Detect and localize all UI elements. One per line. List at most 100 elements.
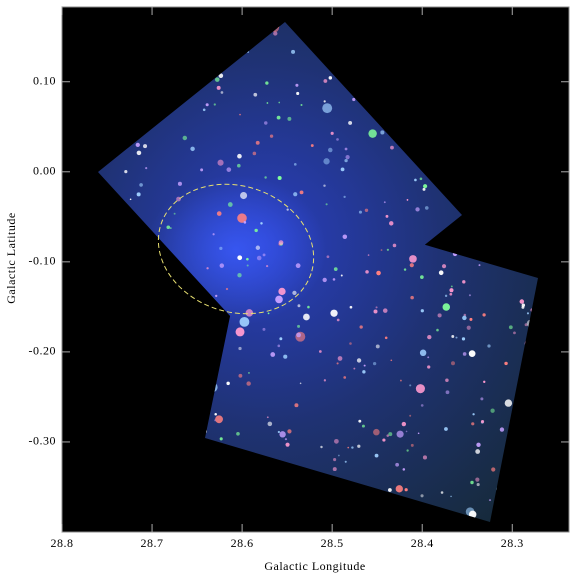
star [520,299,525,304]
star [226,288,228,290]
star [427,335,431,339]
star [220,437,223,440]
star [376,344,380,348]
star [423,455,427,459]
star [490,409,494,413]
star [226,382,229,385]
star [213,233,215,235]
star [376,306,378,308]
star [347,447,349,449]
star [228,202,233,207]
star [451,285,453,287]
star [237,164,241,168]
star [442,264,446,268]
star [423,188,426,191]
star [260,222,262,224]
star [296,92,299,95]
star [405,488,408,491]
star [341,167,345,171]
star [268,312,270,314]
star [323,79,327,83]
star [397,431,404,438]
star [352,98,355,101]
star [298,304,301,307]
star [296,263,301,268]
star [218,160,224,166]
star [343,196,345,198]
star [368,129,376,137]
star [362,370,365,373]
star [293,192,297,196]
star [380,130,384,134]
page: {"chart_data": {"type": "image", "x_labe… [0,0,576,578]
star [248,372,250,374]
star [469,350,476,357]
star [409,255,417,263]
star [351,446,353,448]
star [322,103,332,113]
star [294,403,298,407]
star [438,313,442,317]
star [344,159,347,162]
star [402,422,406,426]
star [237,255,242,260]
star [295,332,305,342]
star [414,179,417,182]
star [423,184,427,188]
star [449,293,452,296]
y-tick-label: -0.20 [29,344,57,358]
star [137,151,142,156]
star [279,337,282,340]
star [456,337,458,339]
star [436,329,439,332]
chart: Galactic Longitude Galactic Latitude 28.… [0,0,576,573]
star [409,384,411,386]
star [475,478,479,482]
star [383,308,388,313]
star [278,288,285,295]
star [443,303,451,311]
star [137,192,141,196]
star [469,294,471,296]
star [333,467,337,471]
star [264,121,267,124]
star [246,309,253,316]
star [220,263,224,267]
star [404,268,406,270]
star [246,258,249,261]
star [373,309,377,313]
star [439,270,444,275]
star [345,461,347,463]
star [482,313,485,316]
x-tick-label: 28.5 [321,536,344,550]
star [362,425,365,428]
star [256,141,260,145]
star [206,267,208,269]
star [215,77,220,82]
star [217,211,222,216]
star [240,192,247,199]
star [278,102,280,104]
star [244,221,247,224]
star [268,422,273,427]
star [139,183,143,187]
star [353,368,355,370]
y-tick-label: 0.00 [33,164,56,178]
star [206,103,209,106]
star [336,138,339,141]
star [410,296,414,300]
star [262,328,265,331]
star [451,335,454,338]
star [307,306,310,309]
star [331,132,334,135]
star [365,270,369,274]
star [296,333,301,338]
star [257,256,262,261]
star [283,355,287,359]
star [409,415,411,417]
star [297,325,300,328]
star [396,485,403,492]
star [256,246,260,250]
star [477,483,480,486]
star [203,108,206,111]
